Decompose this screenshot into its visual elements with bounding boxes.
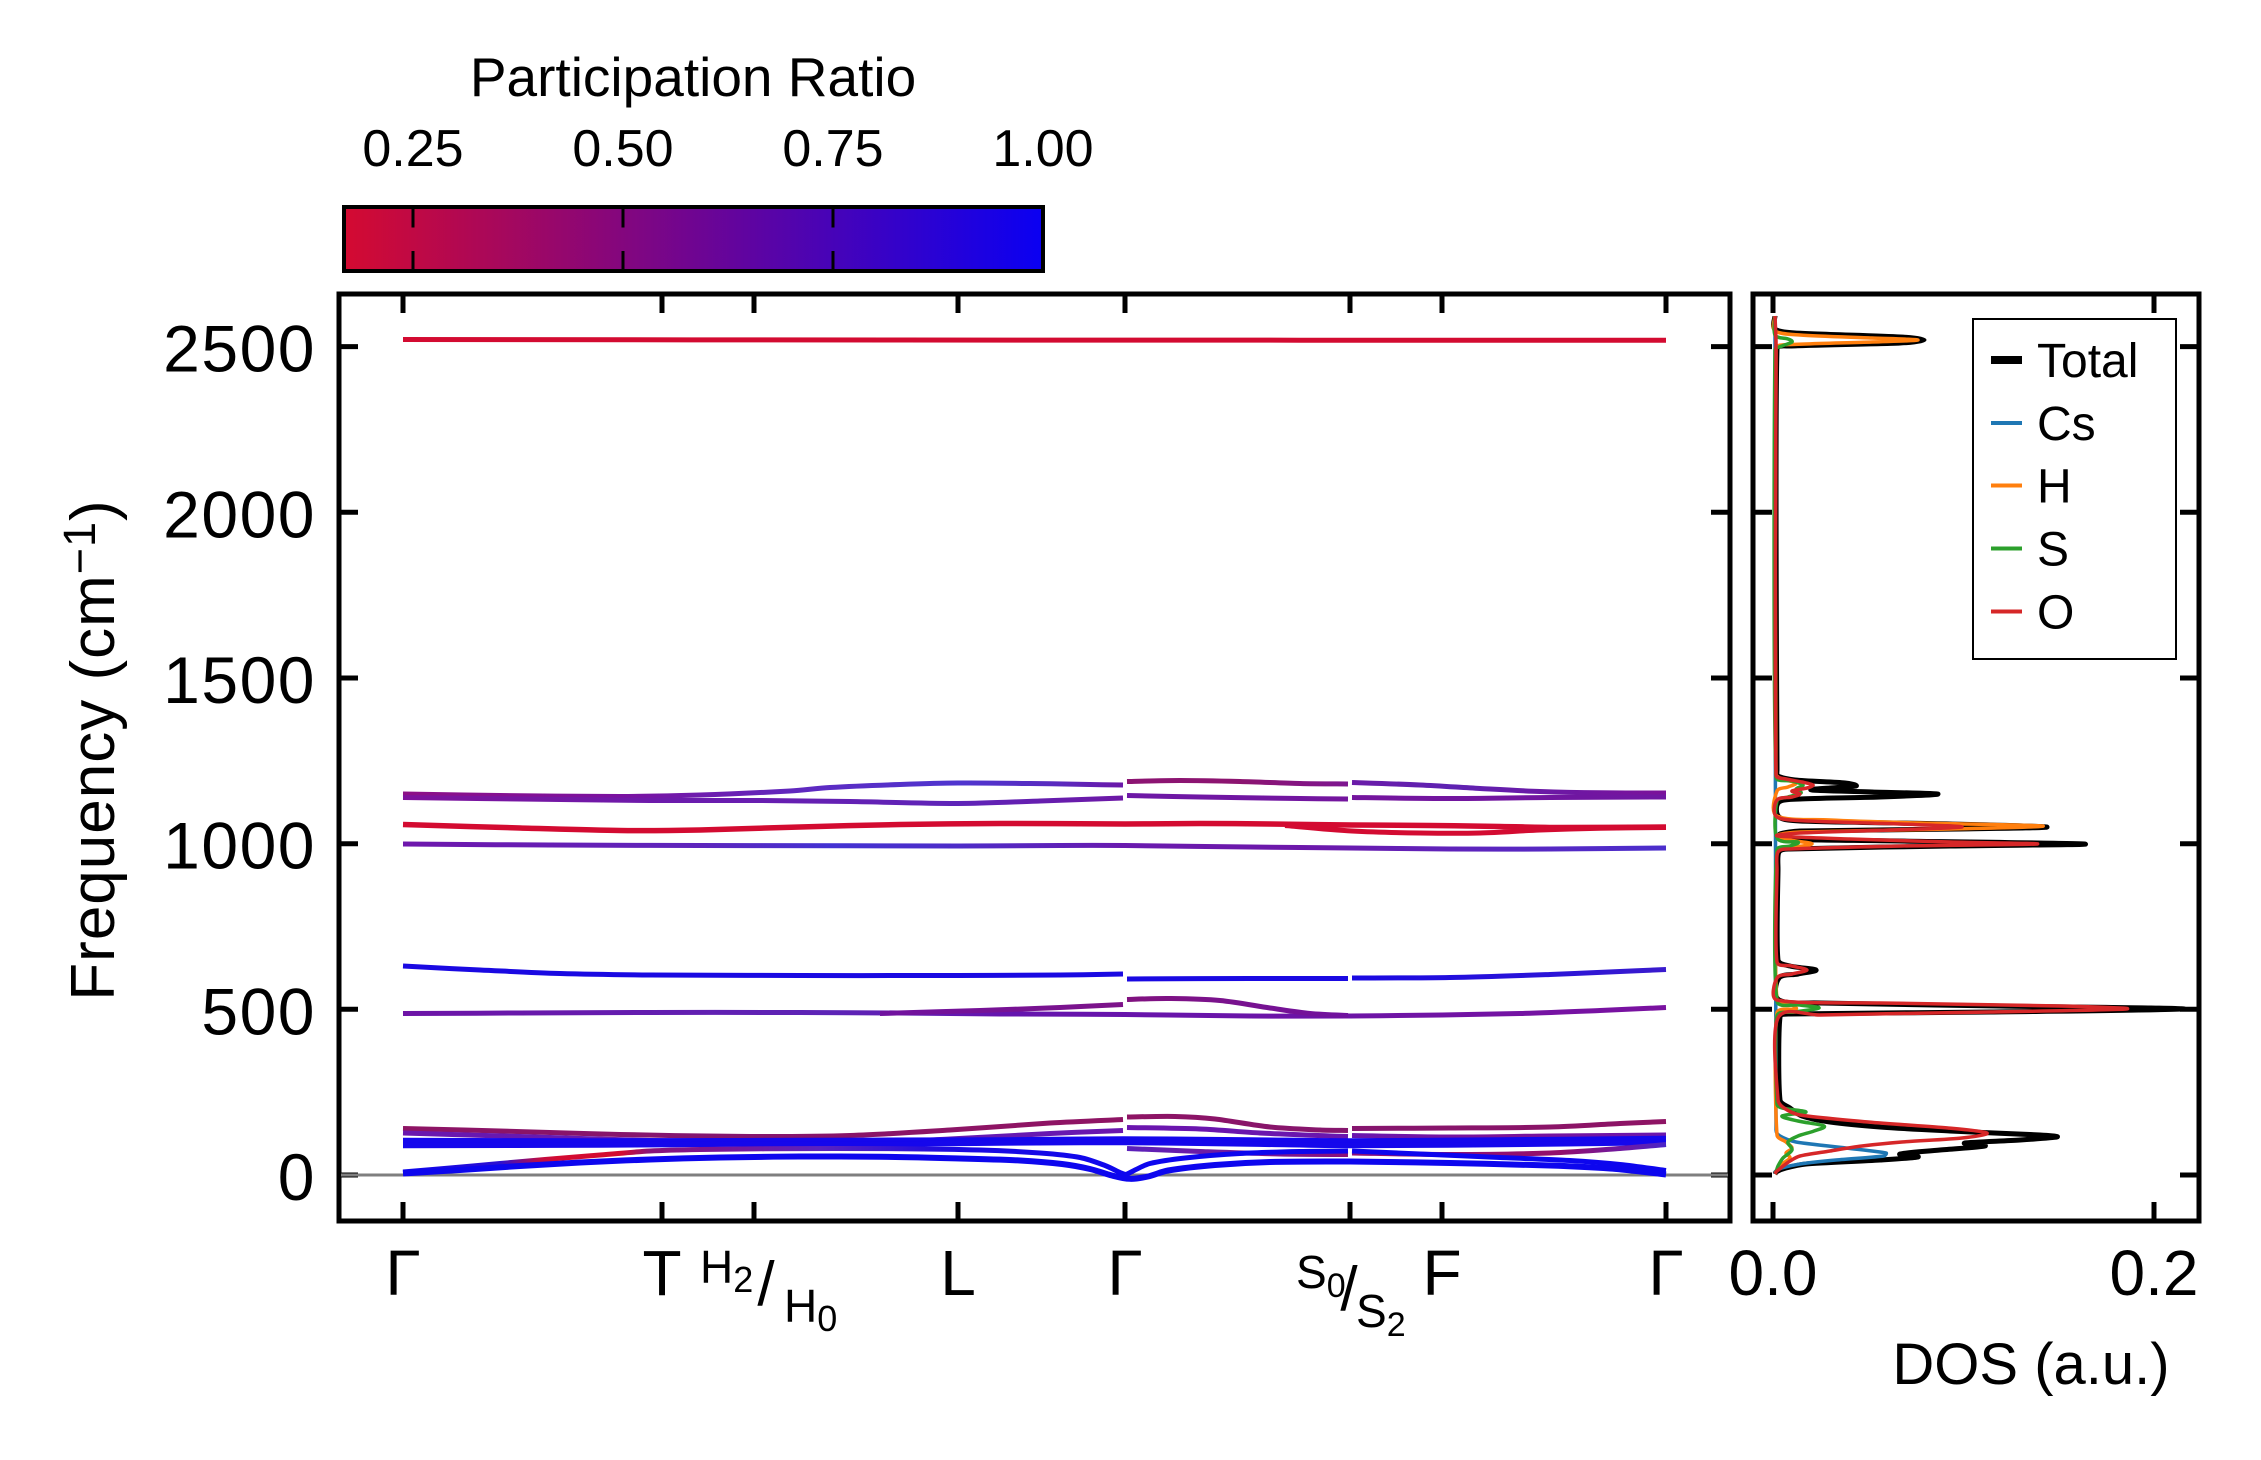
svg-text:0.2: 0.2: [2110, 1237, 2199, 1309]
svg-text:0.25: 0.25: [362, 120, 463, 178]
svg-text:0: 0: [278, 1140, 316, 1214]
svg-text:Γ: Γ: [1107, 1237, 1142, 1309]
svg-text:/: /: [757, 1250, 775, 1319]
svg-text:Γ: Γ: [1648, 1237, 1683, 1309]
svg-text:2500: 2500: [163, 312, 316, 386]
svg-text:S: S: [2037, 524, 2069, 577]
svg-text:Frequency (cm−1): Frequency (cm−1): [54, 499, 128, 1000]
svg-text:O: O: [2037, 587, 2074, 640]
svg-text:Γ: Γ: [385, 1237, 420, 1309]
svg-text:0.0: 0.0: [1729, 1237, 1818, 1309]
svg-text:1000: 1000: [163, 809, 316, 883]
svg-text:H: H: [2037, 461, 2072, 514]
svg-text:L: L: [940, 1237, 976, 1309]
svg-text:0.75: 0.75: [782, 120, 883, 178]
svg-text:T: T: [642, 1237, 681, 1309]
svg-text:S2: S2: [1356, 1285, 1406, 1344]
svg-text:Total: Total: [2037, 335, 2138, 388]
svg-text:Participation Ratio: Participation Ratio: [470, 46, 916, 108]
svg-text:Cs: Cs: [2037, 398, 2096, 451]
svg-text:0.50: 0.50: [572, 120, 673, 178]
svg-text:1500: 1500: [163, 643, 316, 717]
svg-text:DOS (a.u.): DOS (a.u.): [1892, 1332, 2169, 1397]
svg-text:1.00: 1.00: [992, 120, 1093, 178]
svg-text:500: 500: [201, 974, 316, 1048]
svg-text:/: /: [1340, 1255, 1358, 1324]
svg-text:F: F: [1422, 1237, 1461, 1309]
svg-text:2000: 2000: [163, 477, 316, 551]
